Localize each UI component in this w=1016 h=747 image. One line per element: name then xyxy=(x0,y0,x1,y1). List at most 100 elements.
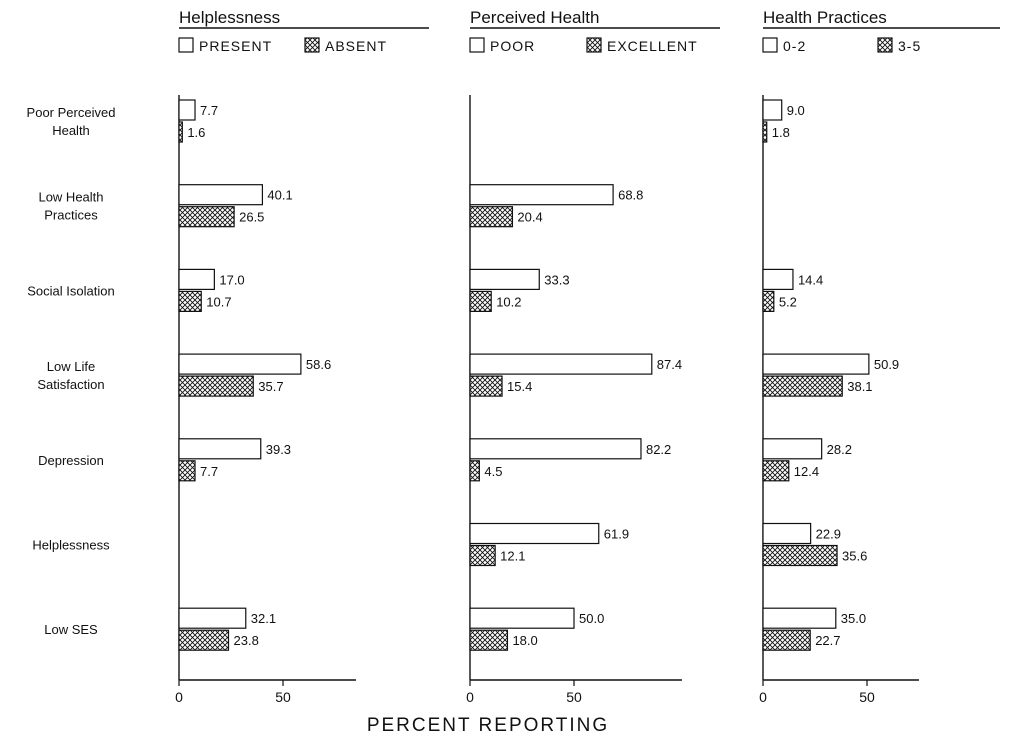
category-label-low-life-satisfaction-line-1: Low Life xyxy=(47,359,95,374)
data-label-perceived-health-excellent-low-health-practices: 20.4 xyxy=(517,210,542,225)
data-label-helplessness-absent-low-health-practices: 26.5 xyxy=(239,210,264,225)
panel-health-practices: Health Practices 0-2 3-5 0 50 9.0 1.8 14.45.2 50… xyxy=(759,8,1000,705)
bar-helplessness-absent-low-life-satisfaction xyxy=(178,375,254,397)
x-tick-label-50: 50 xyxy=(566,689,582,705)
x-tick-label-0: 0 xyxy=(175,689,183,705)
data-label-health-practices-0-2-poor-perceived-health: 9.0 xyxy=(787,103,805,118)
data-label-health-practices-0-2-low-ses: 35.0 xyxy=(841,611,866,626)
bar-helplessness-absent-low-health-practices xyxy=(178,206,235,228)
data-label-health-practices-3-5-low-ses: 22.7 xyxy=(815,633,840,648)
bar-helplessness-absent-social-isolation xyxy=(178,290,202,312)
category-label-depression: Depression xyxy=(38,453,104,468)
data-label-health-practices-3-5-depression: 12.4 xyxy=(794,464,819,479)
data-label-perceived-health-poor-helplessness: 61.9 xyxy=(604,527,629,542)
data-label-helplessness-present-poor-perceived-health: 7.7 xyxy=(200,103,218,118)
data-label-helplessness-absent-social-isolation: 10.7 xyxy=(206,294,231,309)
bar-health-practices-3-5-low-life-satisfaction xyxy=(762,375,843,397)
chart-panels: Helplessness PRESENT ABSENT 0 50 7.7 1.6 40.126… xyxy=(175,8,1000,705)
legend-swatch-poor xyxy=(469,37,485,53)
bar-perceived-health-poor-low-health-practices xyxy=(469,184,614,206)
legend-label-present: PRESENT xyxy=(199,38,272,54)
bar-helplessness-absent-poor-perceived-health xyxy=(178,121,183,143)
bar-helplessness-present-depression xyxy=(178,438,262,460)
bar-perceived-health-excellent-low-life-satisfaction xyxy=(469,375,503,397)
x-tick-label-0: 0 xyxy=(466,689,474,705)
legend-swatch-3-5 xyxy=(877,37,893,53)
bar-health-practices-0-2-low-ses xyxy=(762,607,837,629)
legend-label-absent: ABSENT xyxy=(325,38,387,54)
bar-health-practices-3-5-low-ses xyxy=(762,629,811,651)
data-label-perceived-health-poor-low-health-practices: 68.8 xyxy=(618,188,643,203)
data-label-perceived-health-poor-low-life-satisfaction: 87.4 xyxy=(657,357,682,372)
category-label-low-life-satisfaction-line-2: Satisfaction xyxy=(37,377,104,392)
data-label-helplessness-present-social-isolation: 17.0 xyxy=(219,272,244,287)
bar-helplessness-present-low-ses xyxy=(178,607,247,629)
data-label-perceived-health-poor-low-ses: 50.0 xyxy=(579,611,604,626)
category-label-social-isolation: Social Isolation xyxy=(27,283,114,298)
bar-health-practices-3-5-poor-perceived-health xyxy=(762,121,768,143)
data-label-health-practices-0-2-social-isolation: 14.4 xyxy=(798,272,823,287)
legend-label-poor: POOR xyxy=(490,38,535,54)
legend-swatch-excellent xyxy=(586,37,602,53)
data-label-perceived-health-excellent-depression: 4.5 xyxy=(484,464,502,479)
bar-helplessness-absent-depression xyxy=(178,460,196,482)
bar-perceived-health-poor-social-isolation xyxy=(469,268,540,290)
panel-helplessness: Helplessness PRESENT ABSENT 0 50 7.7 1.6 40.126… xyxy=(175,8,429,705)
data-label-perceived-health-excellent-low-ses: 18.0 xyxy=(512,633,537,648)
bar-health-practices-0-2-low-life-satisfaction xyxy=(762,353,870,375)
bar-health-practices-0-2-poor-perceived-health xyxy=(762,99,783,121)
category-labels: Poor Perceived Health Low Health Practices S… xyxy=(27,105,116,637)
category-label-low-health-practices-line-2: Practices xyxy=(44,208,98,223)
category-label-low-ses: Low SES xyxy=(44,622,98,637)
panel-title-helplessness: Helplessness xyxy=(179,8,280,27)
bar-health-practices-0-2-social-isolation xyxy=(762,268,794,290)
bar-helplessness-present-poor-perceived-health xyxy=(178,99,196,121)
bar-perceived-health-poor-helplessness xyxy=(469,522,600,545)
data-label-perceived-health-poor-social-isolation: 33.3 xyxy=(544,272,569,287)
bar-perceived-health-excellent-helplessness xyxy=(469,544,496,567)
category-label-helplessness: Helplessness xyxy=(32,538,110,553)
panel-title-health-practices: Health Practices xyxy=(763,8,887,27)
x-axis-title: PERCENT REPORTING xyxy=(367,715,609,736)
data-label-health-practices-0-2-helplessness: 22.9 xyxy=(816,527,841,542)
data-label-helplessness-present-low-health-practices: 40.1 xyxy=(267,188,292,203)
legend-label-excellent: EXCELLENT xyxy=(607,38,698,54)
bar-perceived-health-excellent-depression xyxy=(469,460,480,482)
data-label-health-practices-3-5-social-isolation: 5.2 xyxy=(779,294,797,309)
bar-perceived-health-excellent-low-health-practices xyxy=(469,206,514,228)
legend-swatch-0-2 xyxy=(762,37,778,53)
data-label-helplessness-absent-depression: 7.7 xyxy=(200,464,218,479)
legend-label-3-5: 3-5 xyxy=(898,38,921,54)
data-label-perceived-health-poor-depression: 82.2 xyxy=(646,442,671,457)
bar-health-practices-3-5-helplessness xyxy=(762,544,838,567)
bar-helplessness-present-low-health-practices xyxy=(178,184,264,206)
bar-health-practices-0-2-helplessness xyxy=(762,522,812,545)
data-label-health-practices-3-5-helplessness: 35.6 xyxy=(842,549,867,564)
data-label-helplessness-absent-low-life-satisfaction: 35.7 xyxy=(258,379,283,394)
data-label-health-practices-0-2-low-life-satisfaction: 50.9 xyxy=(874,357,899,372)
data-label-health-practices-3-5-low-life-satisfaction: 38.1 xyxy=(847,379,872,394)
data-label-perceived-health-excellent-helplessness: 12.1 xyxy=(500,549,525,564)
data-label-perceived-health-excellent-low-life-satisfaction: 15.4 xyxy=(507,379,532,394)
legend-label-0-2: 0-2 xyxy=(783,38,806,54)
x-tick-label-50: 50 xyxy=(275,689,291,705)
data-label-helplessness-present-depression: 39.3 xyxy=(266,442,291,457)
category-label-poor-perceived-health-line-2: Health xyxy=(52,123,90,138)
category-label-low-health-practices-line-1: Low Health xyxy=(38,190,103,205)
legend-swatch-present xyxy=(178,37,194,53)
data-label-helplessness-absent-low-ses: 23.8 xyxy=(234,633,259,648)
x-tick-label-0: 0 xyxy=(759,689,767,705)
data-label-helplessness-absent-poor-perceived-health: 1.6 xyxy=(187,125,205,140)
bar-perceived-health-poor-low-ses xyxy=(469,607,575,629)
data-label-health-practices-3-5-poor-perceived-health: 1.8 xyxy=(772,125,790,140)
bar-perceived-health-poor-low-life-satisfaction xyxy=(469,353,653,375)
bar-health-practices-3-5-social-isolation xyxy=(762,290,775,312)
bar-helplessness-present-low-life-satisfaction xyxy=(178,353,302,375)
bar-perceived-health-excellent-social-isolation xyxy=(469,290,492,312)
bar-helplessness-absent-low-ses xyxy=(178,629,230,651)
panel-title-perceived-health: Perceived Health xyxy=(470,8,599,27)
bar-perceived-health-poor-depression xyxy=(469,438,642,460)
bar-health-practices-3-5-depression xyxy=(762,460,790,482)
data-label-helplessness-present-low-ses: 32.1 xyxy=(251,611,276,626)
